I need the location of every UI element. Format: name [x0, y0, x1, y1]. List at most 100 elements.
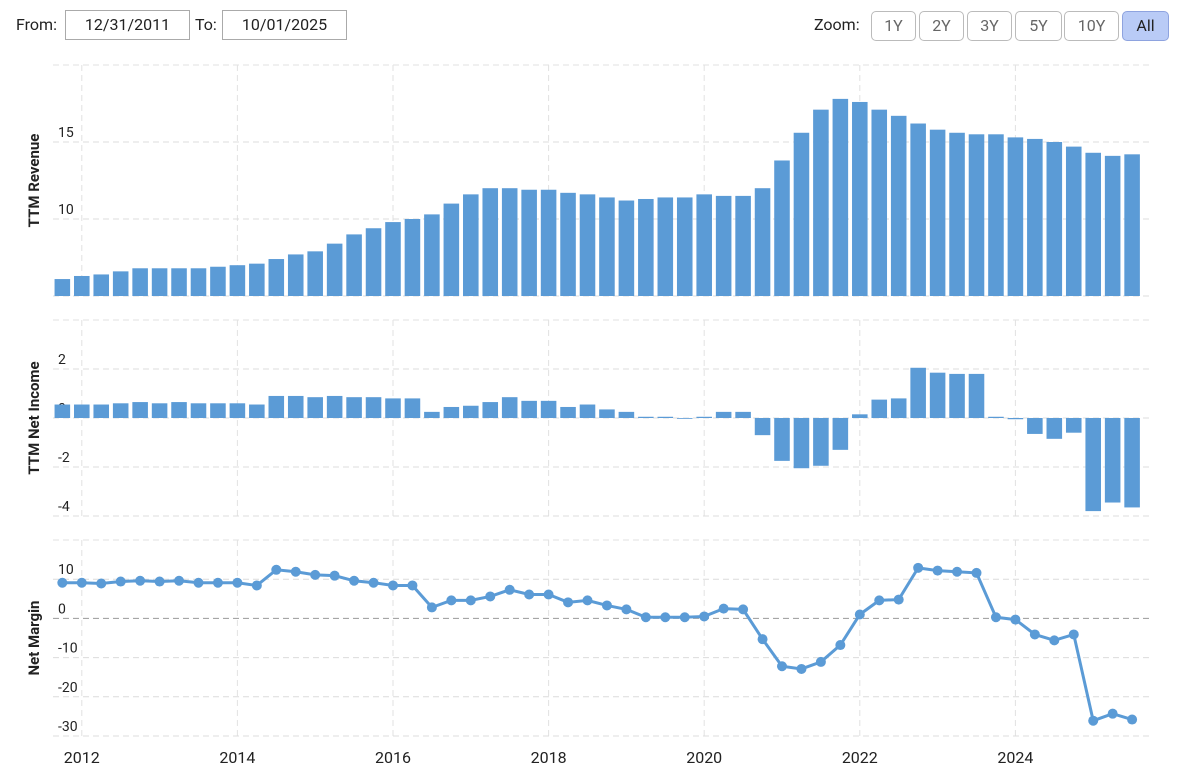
bar: [988, 416, 1004, 418]
point: [913, 562, 924, 573]
point: [796, 663, 807, 674]
bar: [1046, 418, 1063, 439]
y-tick-label: 10: [58, 202, 74, 218]
point: [621, 604, 632, 615]
point: [835, 640, 846, 651]
bar: [210, 403, 226, 418]
point: [699, 611, 710, 622]
y-tick-label: 10: [58, 562, 74, 578]
bar: [229, 265, 246, 296]
bar: [696, 416, 712, 418]
y-tick-label: 2: [58, 352, 66, 368]
bar: [1046, 142, 1063, 296]
bar: [132, 268, 148, 296]
to-input[interactable]: 10/01/2025: [222, 10, 347, 40]
bar: [365, 228, 382, 296]
point: [718, 603, 729, 614]
point: [212, 577, 223, 588]
point: [874, 595, 885, 606]
bar: [968, 373, 985, 418]
bar: [638, 416, 654, 418]
bar: [521, 189, 537, 296]
bar: [696, 194, 712, 296]
point: [174, 575, 185, 586]
point: [1049, 635, 1060, 646]
from-input[interactable]: 12/31/2011: [65, 10, 190, 40]
point: [485, 591, 496, 602]
bar: [249, 404, 265, 418]
bar: [852, 101, 868, 297]
bar: [657, 197, 674, 296]
zoom-button[interactable]: 5Y: [1015, 11, 1062, 41]
bar: [1027, 418, 1043, 434]
point: [1107, 708, 1118, 719]
point: [96, 578, 107, 589]
x-tick-label: 2024: [997, 748, 1033, 767]
point: [310, 569, 321, 580]
line: [62, 566, 1133, 723]
zoom-label: Zoom:: [814, 15, 860, 34]
bar: [599, 197, 615, 296]
bar: [346, 397, 362, 418]
zoom-button[interactable]: 10Y: [1064, 11, 1119, 41]
bar: [1124, 418, 1140, 508]
bar: [813, 418, 829, 466]
x-tick-label: 2018: [531, 748, 567, 767]
point: [135, 575, 146, 586]
bar: [210, 266, 226, 296]
point: [349, 575, 360, 586]
bar: [754, 418, 771, 436]
y-axis-title: Net Margin: [25, 601, 43, 676]
bar: [793, 132, 810, 296]
bar: [1104, 155, 1121, 296]
bar: [346, 234, 362, 296]
point: [563, 597, 574, 608]
point: [971, 567, 982, 578]
bar: [890, 398, 907, 418]
x-tick-label: 2016: [375, 748, 411, 767]
bar: [521, 400, 537, 418]
to-label: To:: [195, 15, 217, 34]
point: [446, 595, 457, 606]
point: [115, 576, 126, 587]
point: [368, 577, 379, 588]
point: [640, 612, 651, 623]
bar: [112, 271, 129, 296]
bar: [268, 259, 285, 296]
zoom-button[interactable]: 1Y: [871, 11, 916, 41]
point: [251, 580, 262, 591]
x-tick-label: 2020: [686, 748, 722, 767]
bar: [501, 188, 518, 296]
point: [1010, 614, 1021, 625]
bar: [676, 197, 693, 296]
bar: [560, 192, 576, 296]
bar: [443, 203, 460, 296]
bar: [287, 395, 304, 418]
bar: [287, 254, 304, 296]
zoom-button[interactable]: All: [1122, 11, 1169, 41]
point: [776, 661, 787, 672]
bar: [774, 160, 790, 296]
bar: [638, 198, 654, 296]
bar: [1085, 152, 1101, 296]
point: [679, 612, 690, 623]
y-axis-title: TTM Revenue: [25, 134, 43, 228]
bar: [618, 411, 635, 418]
bar: [171, 268, 187, 296]
bar: [463, 405, 479, 418]
bar: [949, 132, 965, 296]
zoom-button[interactable]: 3Y: [967, 11, 1012, 41]
zoom-button[interactable]: 2Y: [919, 11, 964, 41]
bar: [501, 397, 518, 418]
bar: [171, 402, 187, 418]
point: [1068, 629, 1079, 640]
bar: [929, 129, 946, 296]
from-label: From:: [16, 15, 57, 34]
y-tick-label: -10: [58, 641, 78, 657]
x-tick-label: 2012: [64, 748, 100, 767]
point: [660, 612, 671, 623]
bar: [54, 279, 71, 296]
point: [601, 600, 612, 611]
